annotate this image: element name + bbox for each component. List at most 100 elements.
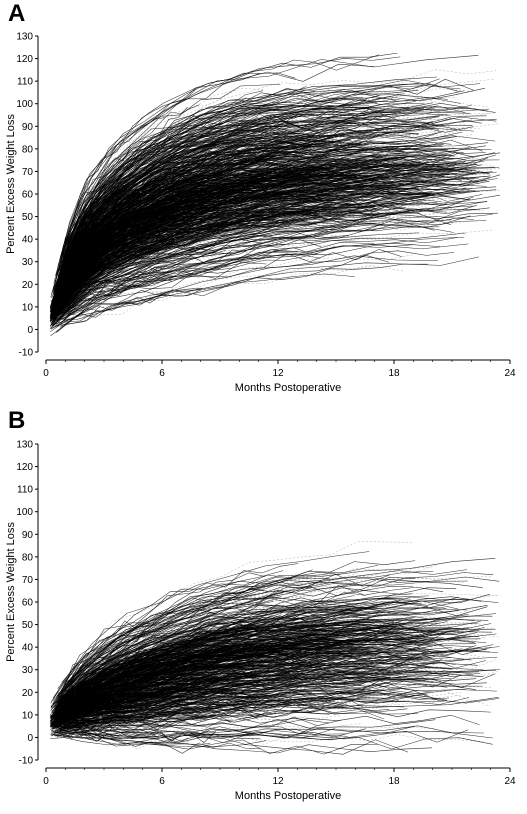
trajectory-line bbox=[62, 203, 455, 310]
trajectory-line bbox=[63, 118, 373, 263]
trajectory-line bbox=[59, 107, 250, 261]
trajectory-line bbox=[57, 265, 404, 324]
trajectory-line bbox=[56, 120, 433, 296]
trajectory-line bbox=[61, 220, 487, 317]
trajectory-line bbox=[62, 705, 418, 725]
trajectory-line bbox=[57, 569, 467, 697]
trajectory-line bbox=[65, 95, 423, 247]
trajectory-line bbox=[52, 83, 459, 300]
trajectory-line bbox=[61, 733, 433, 754]
trajectory-line bbox=[63, 163, 426, 286]
trajectory-line bbox=[52, 586, 259, 705]
trajectory-line bbox=[61, 254, 202, 314]
trajectory-line bbox=[55, 706, 491, 734]
trajectory-line bbox=[59, 55, 479, 259]
trajectory-line bbox=[54, 119, 472, 297]
line-chart-b: -10 0 10 20 30 40 50 60 70 80 90 100 110 120 130 0 6 12 18… bbox=[5, 440, 516, 803]
x-tick-label: 12 bbox=[272, 368, 284, 379]
trajectory-line bbox=[54, 134, 214, 292]
chart-panel-b: B -10 0 10 20 30 40 50 60 70 80 90 100 110 120 130 0 6 12… bbox=[0, 407, 527, 814]
trajectory-line bbox=[64, 629, 433, 699]
trajectory-line bbox=[50, 731, 409, 755]
x-tick-label: 12 bbox=[272, 776, 284, 787]
y-tick-label: -10 bbox=[19, 756, 34, 767]
y-tick-label: 20 bbox=[22, 688, 34, 699]
y-tick-label: 10 bbox=[22, 710, 34, 721]
trajectory-line bbox=[63, 118, 359, 265]
trajectory-line bbox=[64, 619, 489, 706]
trajectory-line bbox=[64, 181, 414, 297]
trajectory-line bbox=[58, 617, 441, 719]
trajectory-line bbox=[53, 236, 465, 316]
trajectory-line bbox=[61, 662, 313, 715]
trajectory-line bbox=[55, 587, 339, 708]
trajectory-line bbox=[51, 651, 485, 726]
trajectory-line bbox=[61, 250, 455, 320]
trajectory-line bbox=[63, 275, 264, 323]
trajectory-line bbox=[64, 78, 440, 241]
trajectory-line bbox=[54, 624, 395, 717]
x-tick-label: 24 bbox=[504, 776, 516, 787]
trajectory-line bbox=[63, 129, 341, 271]
trajectory-line bbox=[57, 125, 439, 293]
trajectory-line bbox=[55, 713, 217, 734]
trajectory-line bbox=[62, 208, 239, 300]
trajectory-line bbox=[56, 634, 211, 713]
trajectory-line bbox=[61, 655, 452, 723]
y-tick-label: 90 bbox=[22, 530, 34, 541]
trajectory-line bbox=[63, 211, 284, 299]
trajectory-line bbox=[64, 134, 313, 266]
trajectory-line bbox=[58, 671, 396, 714]
trajectory-line bbox=[64, 591, 285, 684]
trajectory-line bbox=[63, 706, 330, 737]
trajectory-line bbox=[63, 226, 440, 322]
trajectory-line bbox=[50, 242, 441, 337]
trajectory-line bbox=[63, 706, 169, 724]
trajectory-line bbox=[50, 648, 315, 726]
trajectory-line bbox=[60, 155, 250, 282]
trajectory-line bbox=[51, 229, 249, 323]
trajectory-line bbox=[58, 655, 203, 708]
y-tick-label: 50 bbox=[22, 620, 34, 631]
trajectory-line bbox=[61, 161, 460, 292]
trajectory-line bbox=[57, 178, 458, 303]
trajectory-line bbox=[64, 650, 498, 709]
trajectory-line bbox=[50, 183, 316, 316]
trajectory-line bbox=[63, 117, 433, 265]
trajectory-line bbox=[52, 580, 323, 705]
trajectory-line bbox=[50, 571, 434, 709]
trajectory-line bbox=[64, 611, 428, 704]
trajectory-line bbox=[60, 616, 451, 706]
trajectory-line bbox=[57, 609, 444, 707]
trajectory-line bbox=[56, 726, 261, 754]
trajectory-line bbox=[63, 196, 167, 283]
trajectory-line bbox=[58, 140, 341, 291]
trajectory-line bbox=[62, 667, 438, 720]
trajectory-line bbox=[62, 196, 429, 302]
y-tick-label: -10 bbox=[19, 348, 34, 359]
trajectory-line bbox=[65, 79, 481, 242]
trajectory-line bbox=[58, 725, 415, 736]
trajectory-line bbox=[61, 232, 419, 315]
y-tick-label: 60 bbox=[22, 598, 34, 609]
trajectory-line bbox=[55, 599, 471, 709]
trajectory-line bbox=[54, 731, 346, 739]
trajectory-line bbox=[54, 735, 378, 755]
trajectory-line bbox=[62, 139, 483, 282]
trajectory-line bbox=[55, 212, 286, 319]
trajectory-line bbox=[51, 618, 397, 714]
trajectory-line bbox=[64, 152, 441, 284]
trajectory-line bbox=[57, 187, 467, 306]
panel-label-a: A bbox=[8, 0, 26, 27]
trajectory-line bbox=[54, 660, 373, 717]
trajectory-line bbox=[59, 210, 299, 307]
y-tick-label: 0 bbox=[27, 325, 33, 336]
trajectory-line bbox=[62, 718, 204, 733]
trajectory-line bbox=[56, 180, 379, 311]
trajectory-line bbox=[60, 621, 268, 697]
trajectory-line bbox=[51, 713, 265, 737]
y-tick-label: 0 bbox=[27, 733, 33, 744]
y-axis-label: Percent Excess Weight Loss bbox=[5, 522, 17, 662]
y-tick-label: 100 bbox=[16, 99, 33, 110]
trajectory-line bbox=[54, 105, 466, 294]
